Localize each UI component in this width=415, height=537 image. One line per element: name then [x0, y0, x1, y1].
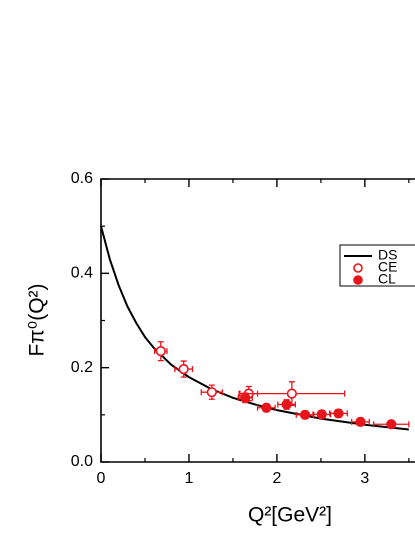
- data-point: [240, 392, 251, 403]
- data-point: [355, 416, 366, 428]
- data-point: [299, 409, 311, 420]
- legend-swatch: [353, 275, 363, 285]
- data-point: [281, 399, 292, 410]
- data-point: [286, 388, 297, 399]
- data-point: [261, 402, 272, 413]
- data-point: [316, 409, 327, 420]
- data-point: [155, 346, 166, 357]
- y-tick-label: 0.2: [71, 359, 93, 376]
- legend-box: [339, 244, 415, 287]
- x-tick-label: 0: [97, 470, 106, 487]
- y-axis-label: Fπ⁰(Q²): [26, 283, 49, 356]
- axis-frame: [100, 178, 415, 463]
- x-tick-label: 3: [360, 470, 369, 487]
- x-tick-label: 1: [185, 470, 194, 487]
- legend-swatch: [353, 263, 363, 273]
- legend-label: CE: [378, 259, 397, 275]
- y-tick-label: 0.4: [71, 265, 93, 282]
- legend-label: CL: [378, 271, 396, 287]
- x-axis-label: Q²[GeV²]: [248, 504, 332, 527]
- x-tick-label: 2: [272, 470, 281, 487]
- data-point: [386, 419, 397, 430]
- legend-label: DS: [378, 247, 397, 263]
- y-tick-label: 0.6: [71, 170, 93, 187]
- data-point: [178, 363, 189, 375]
- data-point: [206, 387, 217, 398]
- y-tick-label: 0.0: [71, 453, 93, 470]
- data-point: [333, 408, 344, 419]
